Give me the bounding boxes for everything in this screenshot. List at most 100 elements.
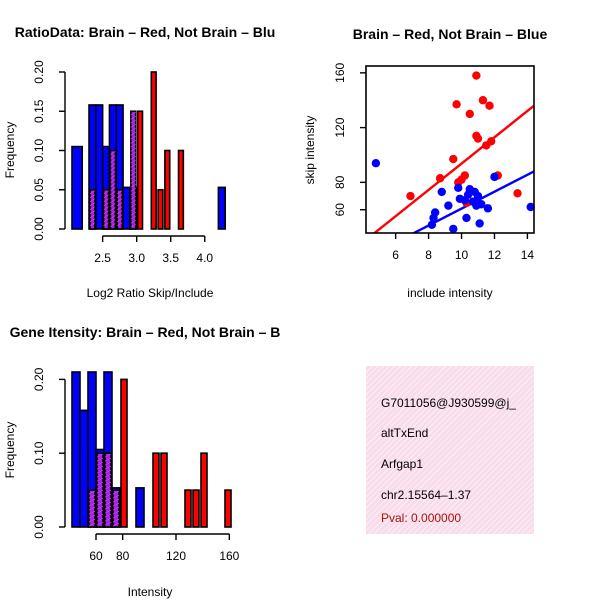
chart2-point-brain — [435, 174, 445, 183]
chart1-overlap-hatch — [130, 223, 136, 228]
chart2-ylabel: skip intensity — [303, 116, 317, 185]
chart1-overlap-hatch — [110, 211, 116, 215]
chart1-overlap-hatch — [130, 155, 136, 160]
chart2-point-brain — [472, 71, 481, 80]
chart3-overlap-hatch — [104, 497, 112, 502]
chart3-overlap-hatch — [112, 490, 120, 495]
chart1-overlap-hatch — [110, 191, 116, 195]
chart1-overlap-hatch — [130, 211, 136, 216]
chart3-overlap-hatch — [96, 465, 104, 470]
chart2-x-tick-label: 10 — [455, 248, 469, 262]
chart1-overlap-hatch — [103, 222, 109, 227]
chart1-overlap-hatch — [103, 218, 109, 223]
chart3-y-tick-label: 0.10 — [32, 441, 46, 465]
chart1-overlap-hatch — [130, 175, 136, 180]
chart3-bar-brain — [160, 452, 168, 528]
chart1-overlap-hatch — [117, 222, 123, 227]
chart1-overlap-hatch — [130, 179, 136, 184]
chart1-y-tick-label: 0.20 — [32, 60, 46, 84]
event-type-label: altTxEnd — [381, 426, 429, 440]
chart1-overlap-hatch — [130, 111, 136, 116]
chart3-overlap-hatch — [88, 510, 96, 515]
chart1-overlap-hatch — [110, 167, 116, 171]
chart3-y-tick-label: 0.20 — [32, 367, 46, 391]
chart3-overlap-hatch — [104, 509, 112, 514]
chart1-overlap-hatch — [110, 179, 116, 183]
chart1-overlap-hatch — [117, 210, 123, 215]
coordinates-label: chr2.15564–1.37 — [381, 488, 472, 502]
chart1-x-tick-label: 3.0 — [128, 251, 145, 265]
chart1-overlap-hatch — [103, 194, 109, 199]
chart1-overlap-hatch — [103, 210, 109, 215]
chart1-overlap-hatch — [130, 163, 136, 168]
chart1-overlap-hatch — [110, 207, 116, 211]
chart1-bar-notbrain — [217, 186, 226, 230]
chart1-x-tick-label: 4.0 — [196, 251, 213, 265]
chart1-overlap-hatch — [130, 203, 136, 208]
chart2-point-notbrain — [462, 213, 471, 223]
chart1-overlap-hatch — [89, 194, 96, 199]
chart1-overlap-hatch — [130, 147, 136, 152]
chart3-overlap-hatch — [96, 461, 104, 466]
chart2-point-brain — [513, 189, 522, 198]
chart3-overlap-hatch — [88, 498, 96, 503]
chart2-point-notbrain — [449, 224, 458, 234]
chart1-title: RatioData: Brain – Red, Not Brain – Blu — [15, 24, 276, 40]
chart1-overlap-hatch — [130, 207, 136, 212]
chart3-x-tick-label: 60 — [89, 549, 103, 563]
chart2-point-notbrain — [490, 172, 499, 182]
chart2-point-notbrain — [483, 204, 493, 213]
chart3-overlap-hatch — [104, 453, 112, 458]
chart3-overlap-hatch — [88, 506, 96, 511]
chart1-overlap-hatch — [103, 190, 109, 195]
chart1-bar-notbrain — [95, 104, 104, 230]
chart1-overlap-hatch — [130, 195, 136, 200]
chart1-overlap-hatch — [89, 210, 96, 215]
chart1-overlap-hatch — [130, 115, 136, 120]
chart3-bar-notbrain — [135, 487, 145, 528]
chart1-overlap-hatch — [117, 218, 123, 223]
chart3-overlap-hatch — [96, 505, 104, 510]
chart1-y-tick-label: 0.10 — [32, 138, 46, 162]
chart1-overlap-hatch — [117, 194, 123, 199]
chart1-y-tick-label: 0.15 — [32, 99, 46, 123]
chart3-bar-brain — [96, 452, 104, 528]
chart2-point-notbrain — [526, 202, 535, 212]
chart1-overlap-hatch — [110, 203, 116, 207]
chart1-xlabel: Log2 Ratio Skip/Include — [87, 286, 214, 300]
chart3-bar-notbrain — [79, 409, 89, 528]
chart1-bar-notbrain — [122, 186, 131, 230]
chart1-overlap-hatch — [110, 155, 116, 159]
chart1-x-tick-label: 2.5 — [94, 251, 111, 265]
chart2-point-notbrain — [427, 220, 437, 229]
chart3-bar-brain — [200, 452, 208, 528]
chart1-overlap-hatch — [110, 183, 116, 187]
chart1-overlap-hatch — [130, 131, 136, 136]
chart3-overlap-hatch — [112, 522, 120, 527]
chart3-overlap-hatch — [96, 453, 104, 458]
chart1-overlap-hatch — [130, 135, 136, 140]
chart1-overlap-hatch — [130, 127, 136, 132]
chart3-overlap-hatch — [104, 489, 112, 494]
chart2-x-tick-label: 12 — [488, 248, 502, 262]
chart2-point-brain — [486, 137, 496, 146]
chart2-point-notbrain — [475, 219, 484, 228]
chart1-bar-notbrain — [71, 145, 84, 230]
chart3-overlap-hatch — [96, 481, 104, 486]
chart1-overlap-hatch — [130, 171, 136, 176]
chart3-bar-brain — [224, 489, 232, 528]
chart3-overlap-hatch — [88, 518, 96, 523]
chart3-bar-brain — [152, 452, 160, 528]
chart1-overlap-hatch — [130, 151, 136, 156]
chart3-overlap-hatch — [96, 497, 104, 502]
chart1-overlap-hatch — [89, 202, 96, 207]
chart3-overlap-hatch — [104, 465, 112, 470]
chart1-y-tick-label: 0.00 — [32, 217, 46, 241]
chart1-bar-brain — [150, 71, 157, 230]
chart1-overlap-hatch — [89, 214, 96, 219]
chart3-overlap-hatch — [104, 493, 112, 498]
chart2-point-notbrain — [437, 187, 446, 197]
chart3-bar-brain — [120, 378, 128, 528]
chart2-x-tick-label: 6 — [392, 248, 399, 262]
